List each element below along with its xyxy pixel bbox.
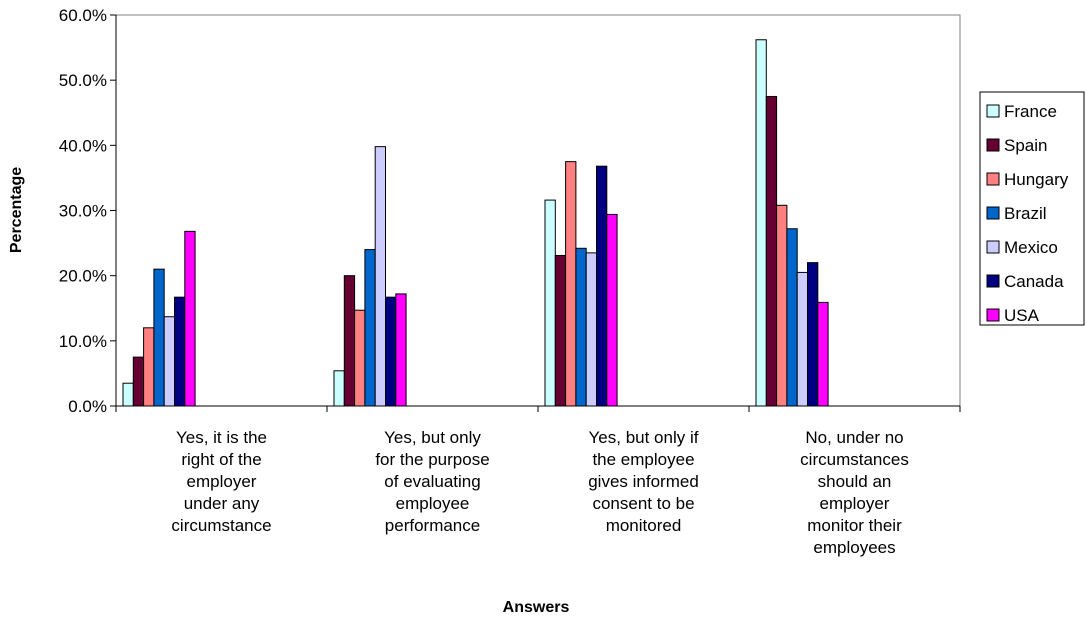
legend-swatch-canada (986, 274, 1000, 288)
legend-swatch-mexico (986, 240, 1000, 254)
bar-brazil (786, 228, 798, 407)
bar-usa (184, 230, 196, 407)
legend-swatch-brazil (986, 206, 1000, 220)
bar-spain (765, 95, 778, 407)
x-category-label: Yes, it is the right of the employer under … (171, 428, 271, 535)
bar-france (544, 199, 556, 407)
legend-label-brazil: Brazil (1004, 204, 1047, 223)
legend-swatch-france (986, 104, 1000, 118)
bar-spain (132, 356, 145, 407)
bar-hungary (776, 204, 788, 407)
bar-hungary (565, 161, 577, 407)
bar-france (333, 370, 345, 407)
bar-spain (554, 254, 567, 407)
legend-label-usa: USA (1004, 306, 1040, 325)
legend-swatch-hungary (986, 172, 1000, 186)
bar-usa (817, 301, 829, 407)
bar-mexico (163, 316, 175, 407)
y-tick-label: 0.0% (68, 397, 107, 416)
x-category-label: Yes, but only for the purpose of evaluatin… (375, 428, 489, 535)
bar-hungary (354, 309, 366, 407)
bar-usa (606, 213, 618, 407)
bar-canada (807, 262, 819, 407)
legend: France Spain Hungary Brazil Mexico Canada USA (979, 91, 1085, 326)
bar-brazil (575, 247, 587, 407)
bars-layer (122, 39, 829, 407)
y-tick-label: 10.0% (59, 332, 107, 351)
y-tick-label: 60.0% (59, 6, 107, 25)
y-tick-label: 40.0% (59, 136, 107, 155)
bar-brazil (153, 268, 165, 407)
bar-canada (174, 296, 186, 407)
legend-label-hungary: Hungary (1004, 170, 1069, 189)
legend-label-spain: Spain (1004, 136, 1047, 155)
legend-label-france: France (1004, 102, 1057, 121)
bar-france (122, 382, 134, 407)
bar-france (755, 39, 767, 407)
bar-canada (385, 296, 397, 407)
y-tick-label: 50.0% (59, 71, 107, 90)
bar-usa (395, 293, 407, 407)
y-axis: 0.0% 10.0% 20.0% 30.0% 40.0% 50.0% 60.0% (59, 6, 116, 416)
bar-mexico (585, 252, 598, 407)
y-tick-label: 20.0% (59, 267, 107, 286)
x-axis: Yes, it is the right of the employer under … (115, 406, 961, 557)
x-category-label: No, under no circumstances should an employ… (800, 428, 909, 557)
x-axis-title: Answers (503, 599, 570, 616)
bar-mexico (374, 146, 387, 407)
legend-label-mexico: Mexico (1004, 238, 1058, 257)
plot-area (115, 14, 961, 407)
bar-spain (343, 275, 356, 407)
legend-label-canada: Canada (1004, 272, 1064, 291)
x-category-label: Yes, but only if the employee gives inform… (588, 428, 699, 535)
bar-brazil (364, 249, 376, 407)
y-tick-label: 30.0% (59, 202, 107, 221)
bar-hungary (143, 327, 155, 407)
legend-swatch-usa (986, 308, 1000, 322)
bar-mexico (796, 271, 809, 407)
y-axis-title: Percentage (8, 167, 25, 253)
bar-canada (596, 165, 608, 407)
legend-swatch-spain (986, 138, 1000, 152)
